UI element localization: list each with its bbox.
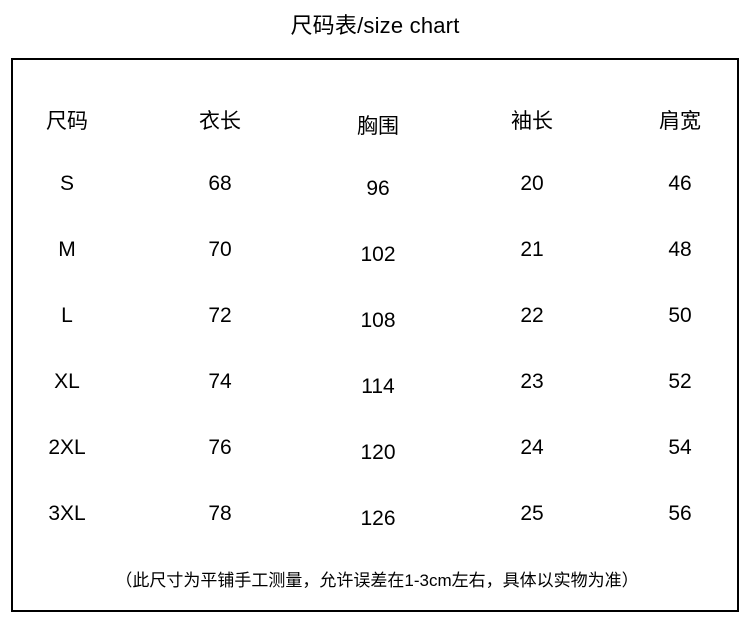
cell-length: 70 <box>208 238 232 261</box>
cell-shoulder: 52 <box>668 370 692 393</box>
cell-size: S <box>59 172 74 195</box>
cell-bust: 108 <box>360 309 396 332</box>
cell-sleeve: 22 <box>520 304 544 327</box>
cell-length: 74 <box>208 370 232 393</box>
cell-bust: 120 <box>360 441 396 464</box>
cell-length: 72 <box>208 304 232 327</box>
cell-shoulder: 48 <box>668 238 692 261</box>
cell-length: 76 <box>208 436 232 459</box>
cell-length: 68 <box>208 172 232 195</box>
column-header-shoulder: 肩宽 <box>659 110 701 133</box>
table-row: L 72 108 22 50 <box>13 301 737 332</box>
cell-sleeve: 25 <box>520 502 544 525</box>
cell-size: XL <box>54 370 80 393</box>
cell-sleeve: 21 <box>520 238 544 261</box>
table-row: M 70 102 21 48 <box>13 235 737 266</box>
column-header-length: 衣长 <box>199 110 241 133</box>
cell-bust: 102 <box>360 243 396 266</box>
page-title: 尺码表/size chart <box>290 13 460 38</box>
table-header-row: 尺码 衣长 胸围 袖长 肩宽 <box>13 107 737 138</box>
cell-size: 2XL <box>48 436 86 459</box>
cell-bust: 126 <box>360 507 396 530</box>
table-grid: 尺码 衣长 胸围 袖长 肩宽 S 68 96 20 46 M 70 102 21… <box>13 60 737 610</box>
cell-bust: 114 <box>361 375 395 398</box>
cell-bust: 96 <box>366 177 390 200</box>
column-header-sleeve: 袖长 <box>511 110 553 133</box>
cell-sleeve: 23 <box>520 370 544 393</box>
cell-shoulder: 46 <box>668 172 692 195</box>
cell-shoulder: 54 <box>668 436 692 459</box>
table-row: 2XL 76 120 24 54 <box>13 433 737 464</box>
cell-size: 3XL <box>48 502 86 525</box>
table-row: XL 74 114 23 52 <box>13 367 737 398</box>
table-row: 3XL 78 126 25 56 <box>13 499 737 530</box>
cell-size: M <box>58 238 76 261</box>
cell-sleeve: 20 <box>520 172 544 195</box>
cell-size: L <box>61 304 73 327</box>
measurement-disclaimer: （此尺寸为平铺手工测量，允许误差在1-3cm左右，具体以实物为准） <box>115 571 639 590</box>
column-header-bust: 胸围 <box>357 115 399 138</box>
column-header-size: 尺码 <box>46 110 88 133</box>
cell-shoulder: 50 <box>668 304 692 327</box>
cell-length: 78 <box>208 502 232 525</box>
cell-sleeve: 24 <box>520 436 544 459</box>
table-row: S 68 96 20 46 <box>13 169 737 200</box>
size-chart-table: 尺码 衣长 胸围 袖长 肩宽 S 68 96 20 46 M 70 102 21… <box>11 58 739 612</box>
cell-shoulder: 56 <box>668 502 692 525</box>
